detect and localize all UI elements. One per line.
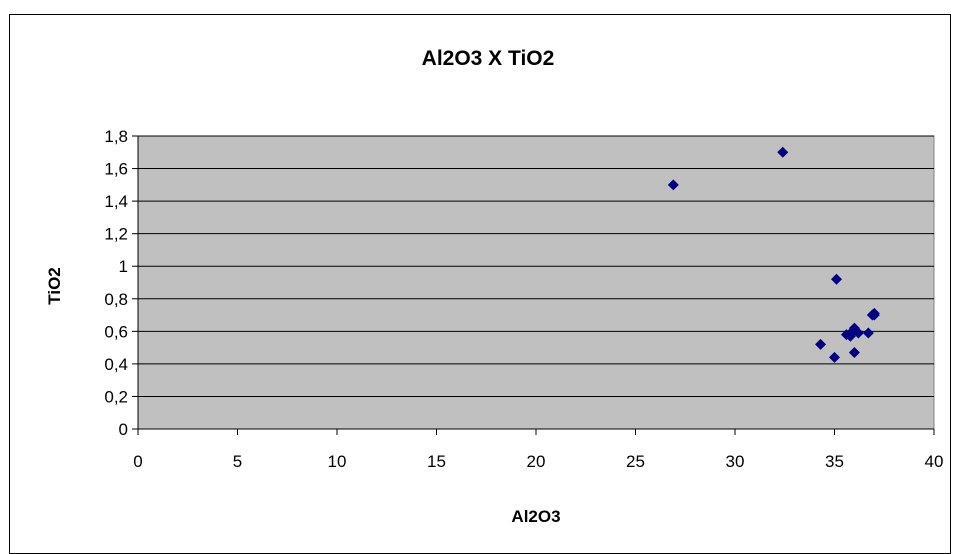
y-tick-label: 1 [119, 257, 128, 276]
plot-area [137, 135, 935, 430]
data-points [667, 146, 880, 363]
y-tick-label: 0,6 [104, 322, 128, 341]
x-tick-label: 0 [133, 452, 142, 471]
x-tick-label: 10 [328, 452, 347, 471]
x-axis-label: Al2O3 [511, 507, 560, 526]
data-point [815, 338, 827, 350]
axes [132, 135, 935, 435]
data-point [777, 146, 789, 158]
data-point [848, 346, 860, 358]
y-tick-label: 1,6 [104, 160, 128, 179]
x-tick-label: 5 [233, 452, 242, 471]
tick-labels: 0 0,2 0,4 0,6 0,8 1 1,2 1,4 1,6 1,8 0 5 10 15 20 25 30 35… [104, 127, 943, 471]
y-tick-label: 0,4 [104, 355, 128, 374]
x-tick-label: 15 [427, 452, 446, 471]
x-tick-label: 25 [626, 452, 645, 471]
data-point [830, 273, 842, 285]
gridlines [138, 135, 934, 397]
x-tick-label: 40 [925, 452, 944, 471]
y-tick-label: 1,8 [104, 127, 128, 146]
y-tick-label: 1,2 [104, 225, 128, 244]
data-point [667, 179, 679, 191]
x-tick-label: 20 [527, 452, 546, 471]
y-tick-label: 0,2 [104, 387, 128, 406]
y-tick-label: 0 [119, 420, 128, 439]
data-point [862, 327, 874, 339]
data-point [868, 309, 880, 321]
y-tick-label: 0,8 [104, 290, 128, 309]
y-axis-label: TiO2 [45, 267, 64, 304]
chart-title: Al2O3 X TiO2 [422, 47, 555, 70]
x-tick-label: 30 [726, 452, 745, 471]
data-point [852, 327, 864, 339]
data-point [829, 351, 840, 363]
x-tick-label: 35 [825, 452, 844, 471]
y-tick-label: 1,4 [104, 192, 128, 211]
